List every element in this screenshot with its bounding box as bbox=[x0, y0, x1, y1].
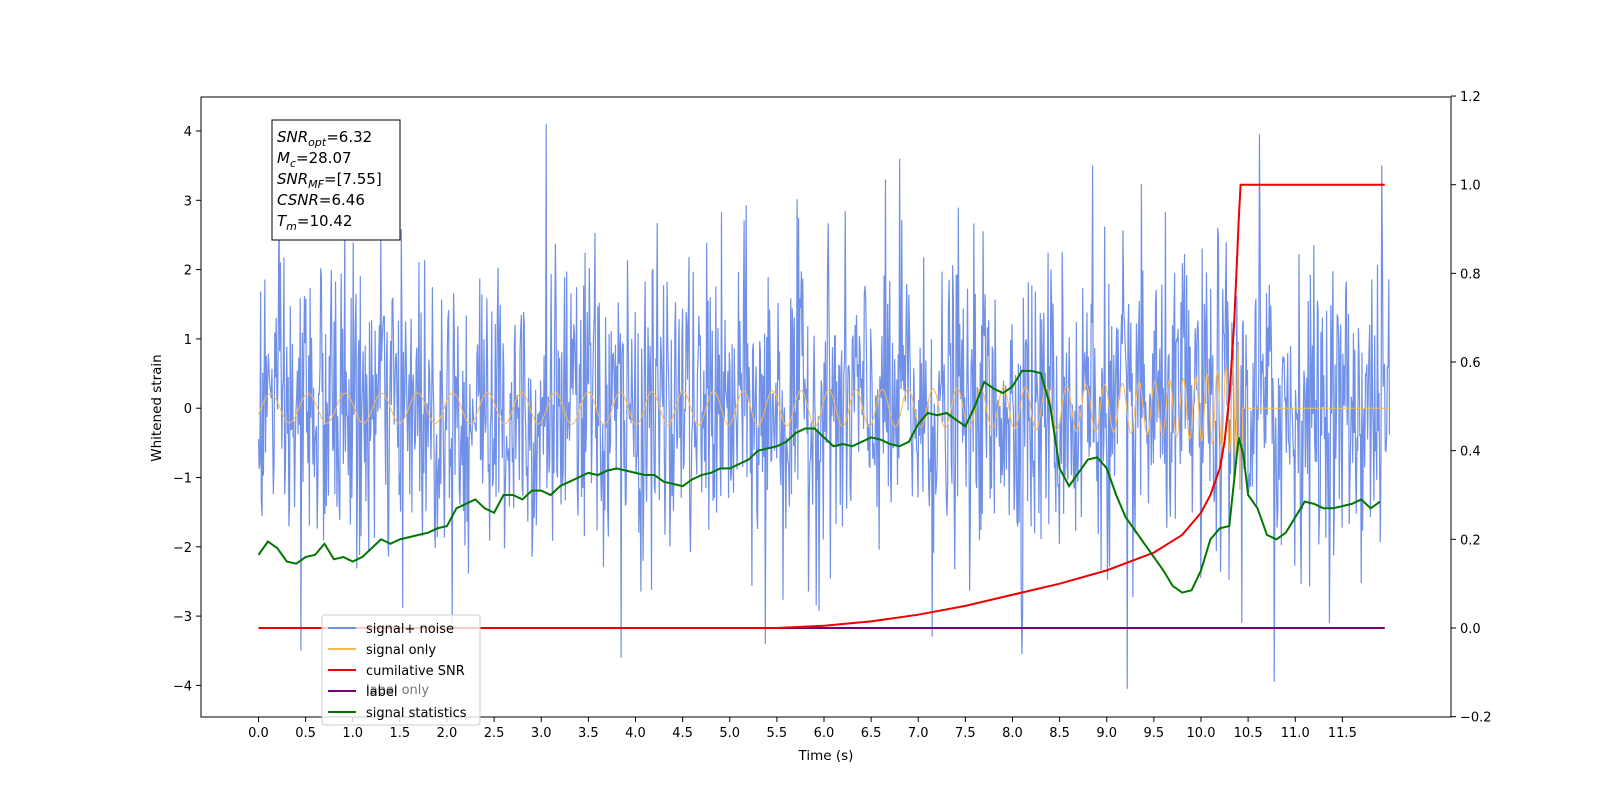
y-tick-label: 3 bbox=[184, 194, 192, 209]
series-line-signal-statistics bbox=[257, 369, 1381, 594]
info-line: Mc=28.07 bbox=[277, 149, 352, 170]
x-axis-label: Time (s) bbox=[798, 748, 854, 764]
x-tick-label: 3.0 bbox=[531, 726, 552, 741]
y2-tick-label: 0.0 bbox=[1460, 622, 1481, 637]
x-tick-label: 2.5 bbox=[484, 726, 505, 741]
x-tick-label: 9.5 bbox=[1144, 726, 1165, 741]
x-tick-label: 0.5 bbox=[295, 726, 316, 741]
info-box: SNRopt=6.32Mc=28.07SNRMF=[7.55]CSNR=6.46… bbox=[271, 119, 401, 241]
y-tick-label: −2 bbox=[173, 541, 192, 556]
x-tick-label: 2.0 bbox=[437, 726, 458, 741]
y2-tick-label: 0.8 bbox=[1460, 267, 1481, 282]
x-tick-label: 4.5 bbox=[672, 726, 693, 741]
x-tick-label: 5.0 bbox=[719, 726, 740, 741]
info-line: SNRMF=[7.55] bbox=[277, 170, 382, 191]
y-tick-label: −4 bbox=[173, 679, 192, 694]
series-line-signal-only bbox=[258, 343, 1390, 491]
y-tick-label: −3 bbox=[173, 610, 192, 625]
series-layer bbox=[257, 124, 1391, 689]
y2-tick-label: 0.6 bbox=[1460, 356, 1481, 371]
y2-tick-label: 0.4 bbox=[1460, 445, 1481, 460]
x-tick-label: 5.5 bbox=[767, 726, 788, 741]
x-tick-label: 6.5 bbox=[861, 726, 882, 741]
y-tick-label: 2 bbox=[184, 264, 192, 279]
y-tick-label: 1 bbox=[184, 333, 192, 348]
y-tick-label: 4 bbox=[184, 125, 192, 140]
x-tick-label: 7.0 bbox=[908, 726, 929, 741]
x-tick-label: 6.0 bbox=[814, 726, 835, 741]
legend-entry: signal+ noise bbox=[366, 622, 454, 637]
x-tick-label: 9.0 bbox=[1096, 726, 1117, 741]
series-line-signal-plus-noise bbox=[257, 124, 1391, 689]
y2-tick-label: 1.2 bbox=[1460, 90, 1481, 105]
info-line: CSNR=6.46 bbox=[277, 191, 365, 209]
x-tick-label: 8.5 bbox=[1049, 726, 1070, 741]
y-axis-label: Whitened strain bbox=[149, 354, 165, 461]
x-tick-label: 10.5 bbox=[1234, 726, 1263, 741]
y-tick-label: −1 bbox=[173, 472, 192, 487]
x-tick-label: 4.0 bbox=[625, 726, 646, 741]
y2-tick-label: 0.2 bbox=[1460, 533, 1481, 548]
legend-entry: signal only bbox=[366, 643, 436, 658]
legend: label only signal+ noise signal only cumila… bbox=[321, 614, 481, 726]
x-tick-label: 11.5 bbox=[1328, 726, 1357, 741]
x-tick-label: 11.0 bbox=[1281, 726, 1310, 741]
info-line: Tm=10.42 bbox=[277, 212, 352, 233]
legend-entry: cumilative SNR bbox=[366, 664, 465, 679]
y2-tick-label: −0.2 bbox=[1460, 711, 1492, 726]
y-tick-label: 0 bbox=[184, 402, 192, 417]
x-axis: 0.0 0.5 1.0 1.5 2.0 2.5 3.0 3.5 4.0 4.5 5.0 5.5 6.0 6… bbox=[248, 717, 1357, 741]
x-tick-label: 0.0 bbox=[248, 726, 269, 741]
legend-entry: signal statistics bbox=[366, 706, 467, 721]
x-tick-label: 3.5 bbox=[578, 726, 599, 741]
plot-frame bbox=[200, 96, 1452, 718]
series-line-cumulative-snr bbox=[258, 183, 1385, 629]
x-tick-label: 1.5 bbox=[390, 726, 411, 741]
y2-tick-label: 1.0 bbox=[1460, 179, 1481, 194]
y-axis-left: 4 3 2 1 0 −1 −2 −3 −4 bbox=[173, 125, 201, 694]
x-tick-label: 10.0 bbox=[1187, 726, 1216, 741]
legend-ghost-text: label only bbox=[366, 683, 429, 698]
x-tick-label: 8.0 bbox=[1002, 726, 1023, 741]
info-line: SNRopt=6.32 bbox=[277, 128, 372, 149]
legend-entry: label bbox=[366, 685, 397, 700]
x-tick-label: 7.5 bbox=[955, 726, 976, 741]
y-axis-right: 1.2 1.0 0.8 0.6 0.4 0.2 0.0 −0.2 bbox=[1451, 90, 1492, 726]
x-tick-label: 1.0 bbox=[342, 726, 363, 741]
